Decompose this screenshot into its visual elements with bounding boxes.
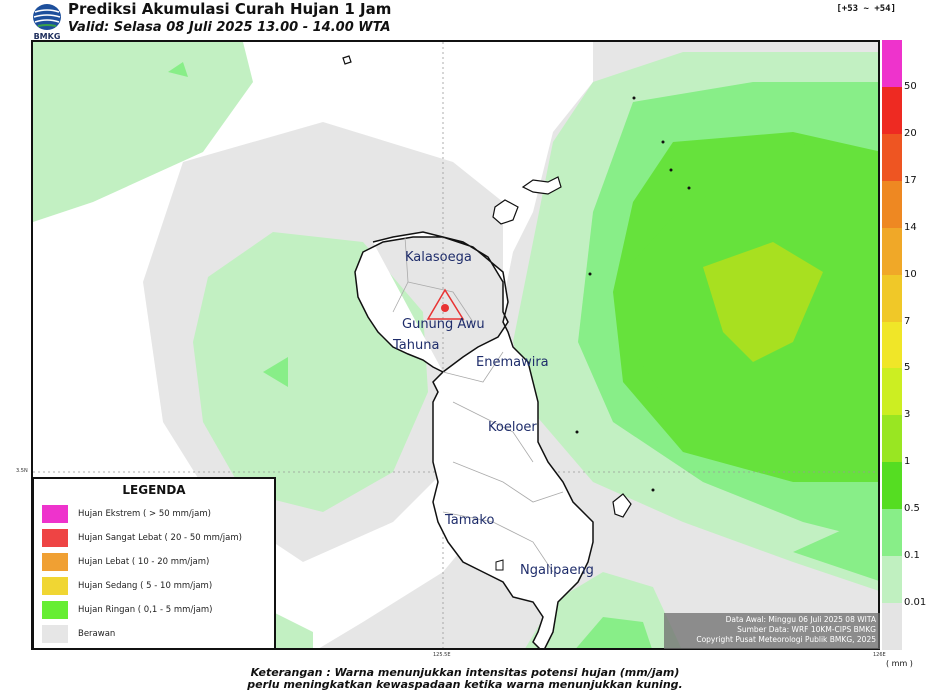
legend-swatch: [42, 553, 68, 571]
scale-label: 20: [904, 127, 917, 139]
scale-label: 14: [904, 221, 917, 233]
page-title: Prediksi Akumulasi Curah Hujan 1 Jam: [68, 0, 392, 18]
scale-band: [882, 40, 902, 88]
place-label: Enemawira: [476, 355, 549, 370]
scale-band: [882, 603, 902, 651]
place-label: Tahuna: [393, 338, 440, 353]
legend-swatch: [42, 529, 68, 547]
info-box: Data Awal: Minggu 06 Juli 2025 08 WITA S…: [664, 613, 880, 649]
legend-swatch: [42, 577, 68, 595]
scale-band: [882, 415, 902, 463]
legend: LEGENDA Hujan Ekstrem ( > 50 mm/jam) Huj…: [32, 477, 276, 650]
legend-item: Hujan Sangat Lebat ( 20 - 50 mm/jam): [42, 528, 242, 548]
scale-band: [882, 227, 902, 276]
color-scale: [882, 40, 902, 651]
scale-label: 0.1: [904, 550, 920, 562]
legend-item: Hujan Ekstrem ( > 50 mm/jam): [42, 504, 211, 524]
scale-band: [882, 274, 902, 323]
legend-item: Berawan: [42, 624, 115, 644]
scale-band: [882, 509, 902, 557]
valid-time: Valid: Selasa 08 Juli 2025 13.00 - 14.00…: [68, 20, 391, 35]
logo-text: BMKG: [34, 32, 61, 40]
place-label: Kalasoega: [405, 250, 472, 265]
scale-label: 50: [904, 80, 917, 92]
scale-label: 5: [904, 362, 911, 374]
scale-unit: ( mm ): [886, 659, 913, 668]
scale-label: 0.5: [904, 503, 920, 515]
scale-band: [882, 180, 902, 229]
legend-swatch: [42, 601, 68, 619]
legend-item: Hujan Ringan ( 0,1 - 5 mm/jam): [42, 600, 213, 620]
place-label: Gunung Awu: [402, 317, 485, 332]
place-label: Tamako: [445, 513, 495, 528]
legend-swatch: [42, 625, 68, 643]
info-line: Sumber Data: WRF 10KM-CIPS BMKG: [737, 625, 876, 634]
volcano-icon: [426, 288, 465, 320]
legend-item: Hujan Lebat ( 10 - 20 mm/jam): [42, 552, 209, 572]
footer-note: perlu meningkatkan kewaspadaan ketika wa…: [247, 678, 683, 691]
legend-title: LEGENDA: [122, 483, 186, 497]
legend-item: Hujan Sedang ( 5 - 10 mm/jam): [42, 576, 212, 596]
place-label: Koeloer: [488, 420, 537, 435]
bmkg-logo: BMKG: [33, 4, 61, 40]
scale-label: 17: [904, 174, 917, 186]
scale-label: 10: [904, 268, 917, 280]
scale-band: [882, 321, 902, 369]
scale-label: 0.01: [904, 597, 927, 609]
place-label: Ngalipaeng: [520, 563, 594, 578]
legend-swatch: [42, 505, 68, 523]
coord-range: [+53 ~ +54]: [836, 4, 896, 14]
scale-label: 7: [904, 315, 911, 327]
scale-label: 3: [904, 409, 911, 421]
scale-band: [882, 86, 902, 135]
scale-band: [882, 368, 902, 416]
info-line: Copyright Pusat Meteorologi Publik BMKG,…: [696, 635, 876, 644]
lon-tick: 126E: [873, 652, 886, 658]
lon-tick: 125.5E: [433, 652, 451, 658]
lat-tick: 3.5N: [16, 468, 28, 474]
scale-band: [882, 462, 902, 510]
footer-note: Keterangan : Warna menunjukkan intensita…: [250, 666, 680, 679]
scale-band: [882, 133, 902, 182]
info-line: Data Awal: Minggu 06 Juli 2025 08 WITA: [725, 615, 876, 624]
scale-band: [882, 556, 902, 604]
scale-label: 1: [904, 456, 911, 468]
